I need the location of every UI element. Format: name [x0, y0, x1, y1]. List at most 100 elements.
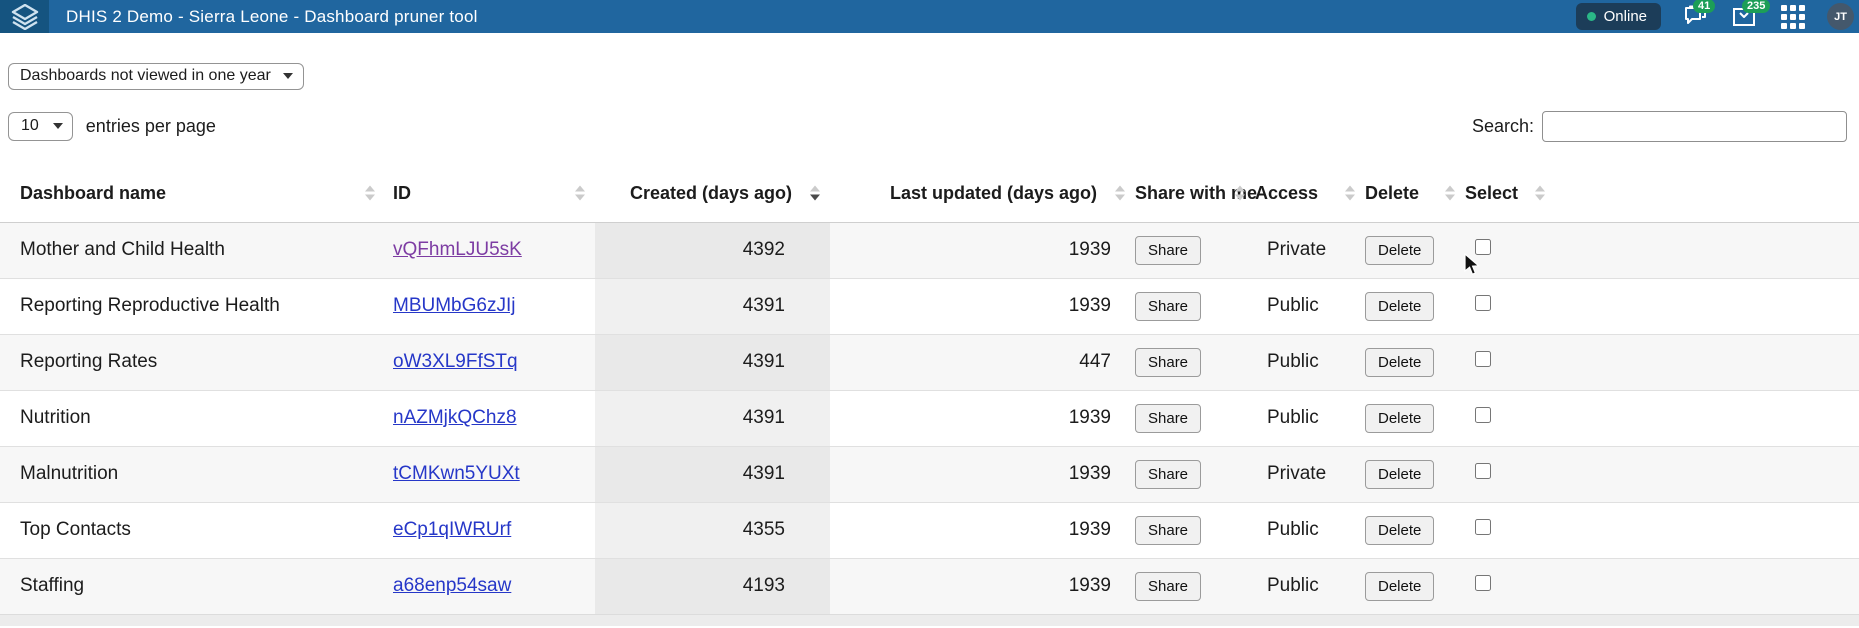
dashboard-id-link[interactable]: vQFhmLJU5sK	[393, 239, 522, 260]
sort-arrows-icon	[1345, 185, 1355, 201]
header-filler	[1555, 165, 1859, 223]
search-input[interactable]	[1542, 111, 1847, 142]
select-cell	[1465, 221, 1555, 278]
row-select-checkbox[interactable]	[1475, 519, 1491, 535]
online-dot-icon	[1586, 12, 1596, 21]
dashboard-filter-value: Dashboards not viewed in one year	[20, 67, 271, 84]
dashboard-filter-select[interactable]: Dashboards not viewed in one year	[8, 63, 304, 90]
dashboard-id-cell: eCp1qIWRUrf	[385, 501, 595, 558]
last-updated-days-cell: 1939	[830, 277, 1135, 334]
column-header[interactable]: Access	[1255, 165, 1365, 223]
row-select-checkbox[interactable]	[1475, 239, 1491, 255]
table-row: Staffing a68enp54saw 4193 1939 Share Pub…	[0, 557, 1859, 614]
dashboard-name-cell: Malnutrition	[0, 445, 385, 502]
row-filler	[1555, 501, 1859, 558]
dashboard-id-cell: vQFhmLJU5sK	[385, 221, 595, 278]
delete-cell: Delete	[1365, 557, 1465, 614]
dashboard-name-cell: Nutrition	[0, 389, 385, 446]
dashboard-id-cell: a68enp54saw	[385, 557, 595, 614]
delete-button[interactable]: Delete	[1365, 571, 1435, 601]
dashboard-id-cell: tCMKwn5YUXt	[385, 445, 595, 502]
column-header[interactable]: Delete	[1365, 165, 1465, 223]
delete-cell: Delete	[1365, 333, 1465, 390]
created-days-cell: 4355	[595, 501, 830, 558]
delete-button[interactable]: Delete	[1365, 235, 1435, 265]
access-cell: Public	[1255, 333, 1365, 390]
column-header[interactable]: Select	[1465, 165, 1555, 223]
select-cell	[1465, 277, 1555, 334]
row-filler	[1555, 389, 1859, 446]
sort-arrows-icon	[810, 185, 820, 201]
delete-button[interactable]: Delete	[1365, 291, 1435, 321]
table-row: Top Contacts eCp1qIWRUrf 4355 1939 Share…	[0, 501, 1859, 558]
row-select-checkbox[interactable]	[1475, 351, 1491, 367]
delete-button[interactable]: Delete	[1365, 347, 1435, 377]
table-row: Reporting Reproductive Health MBUMbG6zJI…	[0, 277, 1859, 334]
select-cell	[1465, 557, 1555, 614]
share-button[interactable]: Share	[1135, 347, 1202, 377]
dashboard-id-link[interactable]: eCp1qIWRUrf	[393, 519, 512, 540]
last-updated-days-cell: 1939	[830, 389, 1135, 446]
delete-cell: Delete	[1365, 389, 1465, 446]
access-cell: Public	[1255, 389, 1365, 446]
access-cell: Public	[1255, 501, 1365, 558]
chevron-down-icon	[282, 73, 293, 79]
inbox-button[interactable]: 235	[1729, 0, 1771, 31]
row-select-checkbox[interactable]	[1475, 407, 1491, 423]
dashboard-id-link[interactable]: oW3XL9FfSTq	[393, 351, 518, 372]
table-row: Malnutrition tCMKwn5YUXt 4391 1939 Share…	[0, 445, 1859, 502]
created-days-cell: 4193	[595, 557, 830, 614]
dashboard-id-link[interactable]: a68enp54saw	[393, 575, 512, 597]
column-header[interactable]: Dashboard name	[0, 165, 385, 223]
column-header[interactable]: ID	[385, 165, 595, 223]
sort-arrows-icon	[1115, 185, 1125, 201]
header-bar: DHIS 2 Demo - Sierra Leone - Dashboard p…	[0, 0, 1859, 33]
dhis2-layers-icon	[11, 3, 38, 30]
dashboard-name-cell: Reporting Reproductive Health	[0, 277, 385, 334]
page-size-select[interactable]: 10	[8, 112, 73, 141]
row-select-checkbox[interactable]	[1475, 295, 1491, 311]
inbox-badge: 235	[1742, 0, 1771, 13]
last-updated-days-cell: 1939	[830, 445, 1135, 502]
created-days-cell: 4391	[595, 333, 830, 390]
share-button[interactable]: Share	[1135, 403, 1202, 433]
dashboard-id-link[interactable]: MBUMbG6zJIj	[393, 295, 516, 316]
delete-button[interactable]: Delete	[1365, 459, 1435, 489]
delete-cell: Delete	[1365, 277, 1465, 334]
page-size-value: 10	[21, 117, 39, 134]
select-cell	[1465, 389, 1555, 446]
messages-button[interactable]: 41	[1680, 0, 1716, 31]
sort-arrows-icon	[365, 185, 375, 201]
dashboard-id-link[interactable]: nAZMjkQChz8	[393, 407, 517, 428]
dashboards-table: Dashboard name ID Created (days ago) Las…	[0, 165, 1859, 614]
share-button[interactable]: Share	[1135, 291, 1202, 321]
column-header[interactable]: Created (days ago)	[595, 165, 830, 223]
sort-arrows-icon	[575, 185, 585, 201]
row-select-checkbox[interactable]	[1475, 575, 1491, 592]
share-button[interactable]: Share	[1135, 515, 1202, 545]
row-filler	[1555, 277, 1859, 334]
share-cell: Share	[1135, 389, 1255, 446]
created-days-cell: 4391	[595, 277, 830, 334]
access-cell: Private	[1255, 445, 1365, 502]
select-cell	[1465, 333, 1555, 390]
row-select-checkbox[interactable]	[1475, 463, 1491, 479]
delete-button[interactable]: Delete	[1365, 403, 1435, 433]
delete-cell: Delete	[1365, 501, 1465, 558]
column-header[interactable]: Share with me	[1135, 165, 1257, 223]
dhis2-logo[interactable]	[0, 0, 49, 33]
user-avatar[interactable]: JT	[1827, 3, 1854, 30]
table-row: Reporting Rates oW3XL9FfSTq 4391 447 Sha…	[0, 333, 1859, 390]
dashboard-id-link[interactable]: tCMKwn5YUXt	[393, 463, 520, 484]
created-days-cell: 4391	[595, 389, 830, 446]
table-header-row: Dashboard name ID Created (days ago) Las…	[0, 165, 1859, 223]
share-button[interactable]: Share	[1135, 459, 1202, 489]
apps-menu-button[interactable]	[1778, 3, 1808, 31]
delete-button[interactable]: Delete	[1365, 515, 1435, 545]
sort-arrows-icon	[1235, 185, 1245, 201]
access-cell: Public	[1255, 557, 1365, 614]
column-header[interactable]: Last updated (days ago)	[830, 165, 1135, 223]
share-button[interactable]: Share	[1135, 571, 1202, 601]
share-button[interactable]: Share	[1135, 235, 1202, 265]
delete-cell: Delete	[1365, 445, 1465, 502]
